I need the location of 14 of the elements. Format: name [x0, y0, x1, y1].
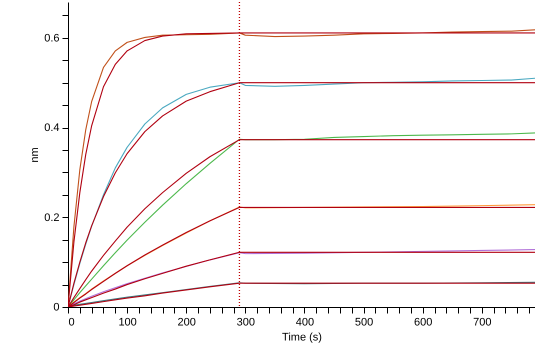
x-tick-label: 400 [296, 316, 314, 328]
y-tick-label: 0.4 [44, 122, 60, 134]
x-tick-label: 700 [473, 316, 492, 328]
y-axis-title: nm [29, 147, 42, 163]
y-tick-label: 0.2 [44, 212, 60, 224]
x-tick-label: 100 [118, 316, 137, 328]
y-tick-label: 0 [53, 302, 60, 314]
x-axis-title: Time (s) [282, 332, 322, 344]
x-tick-label: 200 [178, 316, 196, 328]
x-tick-label: 300 [236, 316, 256, 328]
x-tick-label: 0 [68, 316, 75, 328]
y-tick-label: 0.6 [44, 32, 60, 44]
x-tick-label: 600 [414, 316, 432, 328]
x-tick-label: 500 [354, 316, 374, 328]
